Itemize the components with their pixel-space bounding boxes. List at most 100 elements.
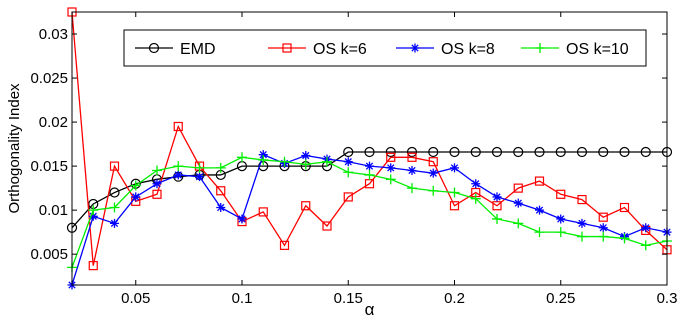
data-point xyxy=(513,218,524,229)
data-point xyxy=(109,202,120,213)
data-point xyxy=(365,161,374,171)
data-point xyxy=(534,176,545,186)
legend-marker xyxy=(535,43,545,53)
data-point xyxy=(471,179,481,189)
data-point xyxy=(300,159,311,170)
y-tick-label: 0.005 xyxy=(30,246,68,263)
data-point xyxy=(492,192,502,202)
legend-label: OS k=6 xyxy=(313,41,367,58)
series-3 xyxy=(67,152,672,273)
data-point xyxy=(131,192,141,202)
data-point xyxy=(407,152,417,162)
data-point xyxy=(513,183,523,193)
data-point xyxy=(470,193,481,204)
data-point xyxy=(258,150,268,160)
legend-item: OS k=8 xyxy=(396,41,495,58)
data-point xyxy=(364,146,375,158)
data-point xyxy=(301,151,311,161)
data-point xyxy=(216,186,226,196)
data-point xyxy=(152,165,162,176)
data-point xyxy=(130,180,141,191)
data-point xyxy=(258,154,269,165)
data-point xyxy=(513,198,523,208)
data-point xyxy=(110,218,119,228)
data-point xyxy=(258,207,268,217)
data-point xyxy=(385,174,396,185)
data-point xyxy=(173,170,183,180)
legend-item: EMD xyxy=(135,41,216,58)
data-point xyxy=(215,162,226,173)
data-point xyxy=(534,146,545,158)
data-point xyxy=(322,221,332,231)
legend-marker xyxy=(282,43,292,53)
x-tick-label: 0.15 xyxy=(334,290,363,307)
data-point xyxy=(279,240,290,250)
data-point xyxy=(406,146,418,158)
data-point xyxy=(640,240,651,251)
data-point xyxy=(152,189,162,199)
data-point xyxy=(535,205,544,215)
data-point xyxy=(386,163,396,173)
x-tick-label: 0.25 xyxy=(546,290,575,307)
data-point xyxy=(301,201,311,211)
x-tick-label: 0.2 xyxy=(444,290,465,307)
x-tick-label: 0.05 xyxy=(121,290,150,307)
legend-label: OS k=8 xyxy=(441,41,495,58)
data-point xyxy=(449,146,460,158)
data-point xyxy=(534,227,545,238)
data-point xyxy=(556,214,566,224)
data-point xyxy=(449,187,460,198)
x-axis-ticks: 0.05 0.1 0.15 0.2 0.25 0.3 xyxy=(121,12,677,307)
data-point xyxy=(343,167,354,178)
y-axis-label: Orthogonality Index xyxy=(6,83,23,214)
data-point xyxy=(513,146,524,158)
data-point xyxy=(470,146,481,158)
data-point xyxy=(194,162,205,173)
plot-area-frame xyxy=(71,11,668,286)
legend-marker xyxy=(410,43,420,53)
data-point xyxy=(598,231,609,242)
legend: EMD OS k=6 OS k=8 OS k=10 xyxy=(123,29,647,67)
data-point xyxy=(279,156,290,167)
y-axis-ticks: 0.005 0.01 0.015 0.02 0.025 0.03 xyxy=(30,26,667,263)
data-point xyxy=(598,146,609,158)
data-point xyxy=(577,231,587,242)
x-tick-label: 0.1 xyxy=(232,290,253,307)
data-point xyxy=(598,223,608,233)
data-point xyxy=(364,169,375,180)
x-axis-label: α xyxy=(365,300,375,319)
data-point xyxy=(449,201,460,211)
y-tick-label: 0.03 xyxy=(39,26,68,43)
data-point xyxy=(152,179,162,189)
data-point xyxy=(173,121,183,132)
data-point xyxy=(195,172,204,182)
legend-item: OS k=6 xyxy=(268,41,367,58)
data-point xyxy=(619,233,630,244)
data-point xyxy=(343,192,353,202)
data-point xyxy=(88,261,98,271)
data-point xyxy=(407,166,417,176)
legend-label: OS k=10 xyxy=(566,41,629,58)
data-point xyxy=(428,168,438,178)
legend-marker xyxy=(148,42,160,54)
data-point xyxy=(640,146,651,158)
data-point xyxy=(555,227,566,238)
data-point xyxy=(322,156,332,167)
data-point xyxy=(109,187,120,198)
data-point xyxy=(88,205,99,216)
data-point xyxy=(386,152,396,162)
y-tick-label: 0.01 xyxy=(39,202,68,219)
data-point xyxy=(492,213,502,224)
data-point xyxy=(556,189,566,199)
data-point xyxy=(577,218,587,228)
data-point xyxy=(492,201,502,211)
legend-label: EMD xyxy=(180,41,216,58)
data-point xyxy=(385,146,396,158)
data-point xyxy=(407,183,417,194)
data-point xyxy=(343,146,354,158)
data-point xyxy=(109,161,120,171)
data-point xyxy=(641,223,651,233)
y-tick-label: 0.015 xyxy=(30,158,68,175)
data-point xyxy=(576,146,588,158)
